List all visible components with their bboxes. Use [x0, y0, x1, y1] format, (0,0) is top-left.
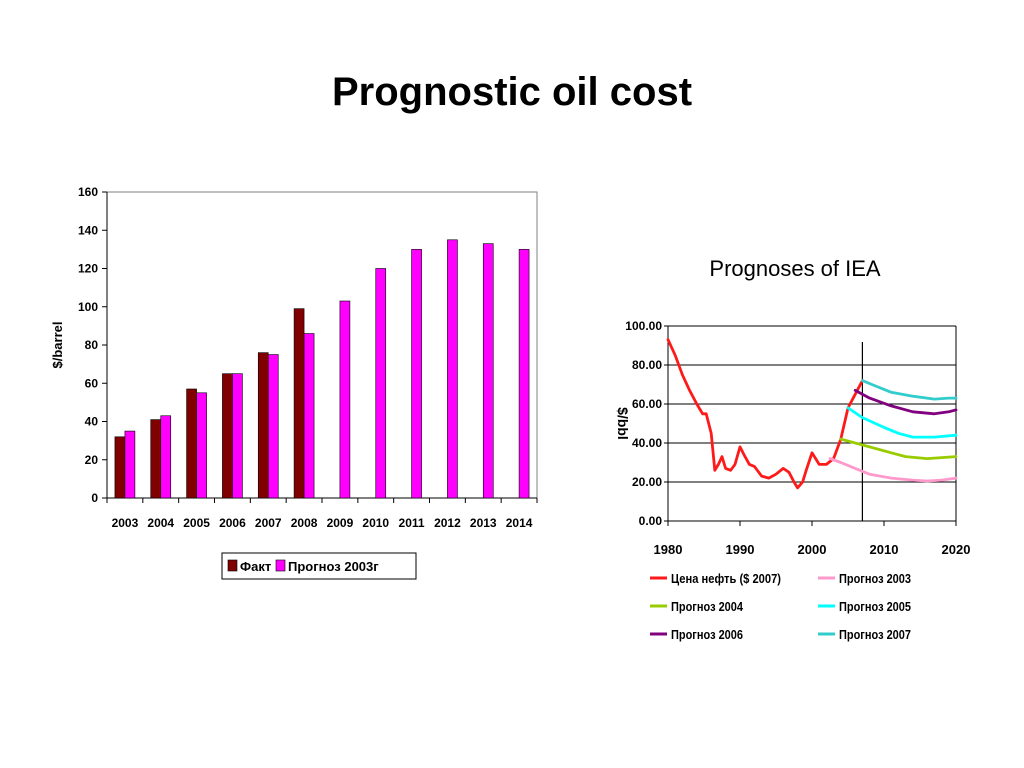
- legend-box: [221, 552, 417, 580]
- series-line-4: [853, 389, 958, 416]
- bar-forecast: [411, 249, 422, 499]
- x-tick-label: 2006: [219, 516, 246, 530]
- x-tick-label: 2007: [255, 516, 282, 530]
- series-line-5: [861, 379, 958, 401]
- x-tick-label: 2010: [870, 542, 899, 557]
- x-tick-label: 2008: [291, 516, 318, 530]
- bar-forecast: [518, 249, 530, 499]
- x-tick-label: 2009: [327, 516, 354, 530]
- bar-forecast: [267, 354, 279, 499]
- y-tick-label: 20: [85, 453, 99, 467]
- y-tick-label: 160: [78, 185, 98, 199]
- legend-label: Прогноз 2006: [671, 627, 743, 642]
- bar-forecast: [303, 333, 315, 499]
- y-tick-label: 120: [78, 262, 98, 276]
- y-tick-label: 100: [78, 300, 98, 314]
- legend-label: Прогноз 2003г: [288, 559, 379, 574]
- x-tick-label: 2012: [434, 516, 461, 530]
- legend-label: Прогноз 2004: [671, 599, 744, 614]
- y-tick-label: 60: [85, 376, 99, 390]
- y-tick-label: 20.00: [632, 475, 662, 489]
- series-line-2: [839, 437, 958, 460]
- x-tick-label: 2000: [798, 542, 827, 557]
- x-tick-label: 1980: [654, 542, 683, 557]
- legend-swatch: [227, 559, 238, 572]
- bar-forecast: [160, 415, 172, 499]
- x-tick-label: 2011: [399, 516, 425, 530]
- legend-label: Цена нефть ($ 2007): [671, 571, 781, 586]
- y-axis-label: $/barrel: [50, 322, 65, 369]
- series-line-0: [666, 338, 864, 490]
- legend-swatch: [275, 559, 286, 572]
- y-tick-label: 0.00: [639, 514, 663, 528]
- bar-forecast: [196, 392, 207, 499]
- series-line-1: [828, 457, 958, 483]
- x-tick-label: 2013: [470, 516, 497, 530]
- x-tick-label: 2020: [942, 542, 971, 557]
- legend-label: Прогноз 2003: [839, 571, 911, 586]
- bar-forecast: [339, 300, 351, 499]
- y-tick-label: 60.00: [632, 397, 662, 411]
- y-tick-label: 80: [85, 338, 99, 352]
- iea-chart-title: Prognoses of IEA: [709, 256, 881, 281]
- y-tick-label: 0: [91, 491, 98, 505]
- slide-title: Prognostic oil cost: [331, 70, 693, 114]
- x-tick-label: 2014: [506, 516, 533, 530]
- legend-label: Прогноз 2007: [839, 627, 911, 642]
- y-tick-label: 40.00: [632, 436, 662, 450]
- y-tick-label: 140: [78, 223, 98, 237]
- bar-forecast: [375, 268, 387, 499]
- bar-forecast: [124, 430, 136, 499]
- series-line-3: [846, 406, 958, 439]
- bar-forecast: [482, 243, 494, 499]
- y-axis-label: $/bbl: [615, 407, 631, 440]
- bar-legend: Факт Прогноз 2003г: [221, 552, 417, 580]
- line-legend: Цена нефть ($ 2007) Прогноз 2003 Прогноз 2…: [650, 571, 911, 642]
- x-tick-label: 1990: [726, 542, 755, 557]
- x-tick-label: 2003: [112, 516, 139, 530]
- bar-forecast: [447, 239, 458, 499]
- y-tick-label: 100.00: [625, 319, 662, 333]
- y-tick-label: 40: [85, 415, 99, 429]
- x-tick-label: 2010: [362, 516, 389, 530]
- legend-label: Прогноз 2005: [839, 599, 911, 614]
- legend-label: Факт: [240, 559, 271, 574]
- bar-forecast: [232, 373, 243, 499]
- x-tick-label: 2004: [147, 516, 174, 530]
- y-tick-label: 80.00: [632, 358, 662, 372]
- x-tick-label: 2005: [183, 516, 210, 530]
